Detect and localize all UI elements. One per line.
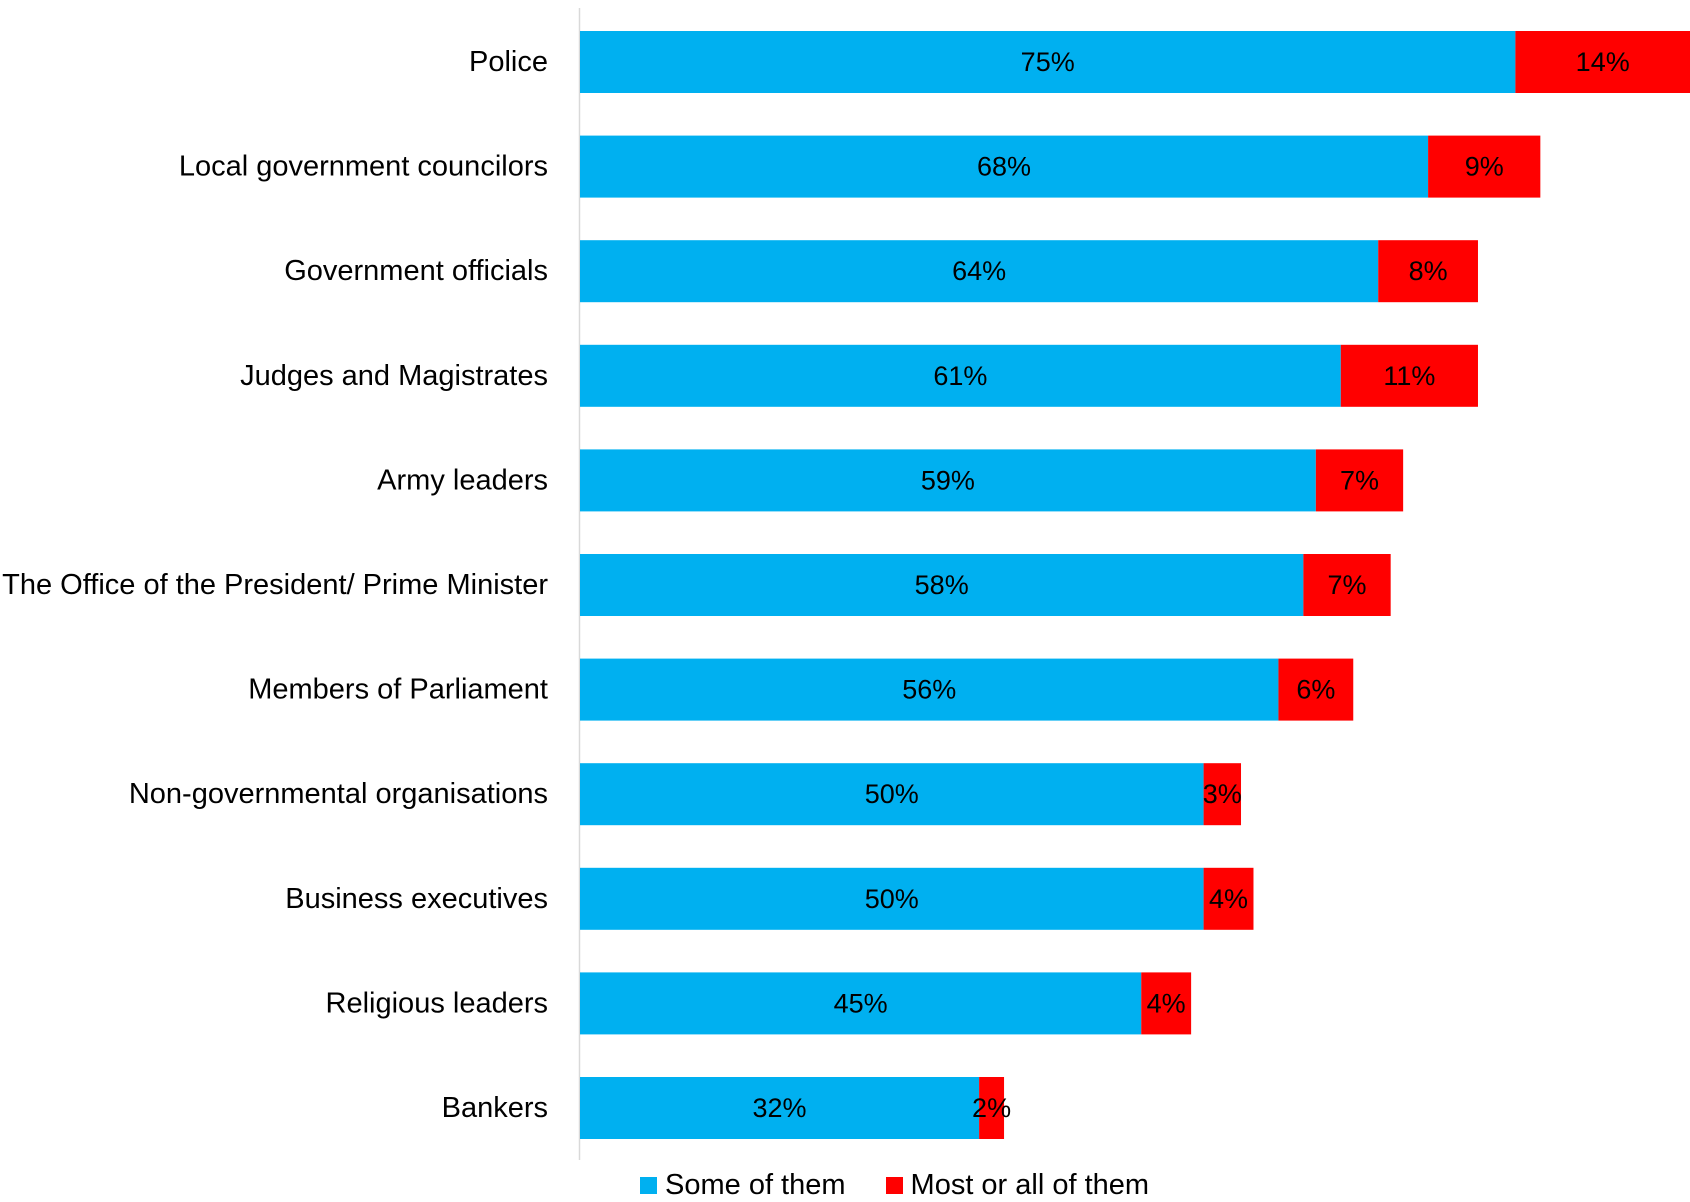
data-label-series-2: 9% [1465,152,1504,182]
category-label: Local government councilors [179,151,548,183]
data-label-series-1: 58% [915,570,969,600]
data-label-series-2: 2% [972,1093,1011,1123]
legend-item-series-1: Some of them [640,1169,846,1202]
data-label-series-1: 32% [753,1093,807,1123]
category-label: Religious leaders [326,987,548,1019]
data-label-series-1: 75% [1021,47,1075,77]
data-label-series-2: 4% [1209,884,1248,914]
bars-layer: Police 75% 14% Local government councilors 6… [2,31,1690,1139]
data-label-series-1: 50% [865,884,919,914]
category-label: The Office of the President/ Prime Minis… [2,569,548,601]
data-label-series-2: 14% [1576,47,1630,77]
bar-series-1 [580,763,1204,826]
bar-series-2 [1515,31,1690,93]
data-label-series-1: 59% [921,465,975,495]
data-label-series-1: 50% [865,779,919,809]
bar-series-1 [580,449,1316,512]
bar-series-2 [1278,658,1354,721]
bar-series-1 [580,135,1429,198]
bar-series-1 [580,240,1379,303]
data-label-series-1: 56% [902,675,956,705]
data-label-series-1: 68% [977,152,1031,182]
bar-series-2 [1203,763,1242,826]
bar-series-1 [580,344,1341,407]
legend-swatch-series-2 [885,1176,903,1194]
bar-series-1 [580,972,1142,1035]
bar-series-1 [580,867,1204,930]
bar-series-2 [979,1077,1005,1139]
legend-label-series-2: Most or all of them [910,1168,1150,1201]
bar-series-1 [580,1077,980,1139]
bar-series-2 [1203,867,1254,930]
data-label-series-1: 64% [952,256,1006,286]
data-label-series-2: 7% [1340,465,1379,495]
bar-series-2 [1141,972,1192,1035]
category-label: Government officials [284,255,548,287]
legend-item-series-2: Most or all of them [885,1168,1150,1202]
bar-series-2 [1303,554,1391,616]
data-label-series-2: 7% [1328,570,1367,600]
category-label: Judges and Magistrates [240,360,548,392]
data-label-series-2: 11% [1383,361,1435,391]
data-label-series-2: 6% [1296,675,1335,705]
bar-series-2 [1428,135,1541,198]
data-label-series-2: 3% [1203,779,1242,809]
bar-series-1 [580,658,1279,721]
bar-series-2 [1315,449,1404,512]
bar-series-2 [1340,344,1478,407]
category-label: Members of Parliament [248,674,548,706]
category-label: Bankers [442,1092,548,1124]
legend-label-series-1: Some of them [665,1168,846,1201]
bar-series-2 [1378,240,1478,303]
legend-swatch-series-1 [640,1176,657,1194]
data-label-series-1: 61% [933,361,987,391]
data-label-series-2: 4% [1147,988,1186,1018]
category-label: Business executives [285,883,548,915]
data-label-series-1: 45% [834,988,888,1018]
legend: Some of them Most or all of them [640,1168,1149,1202]
category-label: Army leaders [377,464,548,496]
bar-series-1 [580,31,1516,93]
category-label: Non-governmental organisations [129,778,548,810]
category-label: Police [469,46,548,78]
bar-series-1 [580,554,1304,616]
data-label-series-2: 8% [1409,256,1448,286]
